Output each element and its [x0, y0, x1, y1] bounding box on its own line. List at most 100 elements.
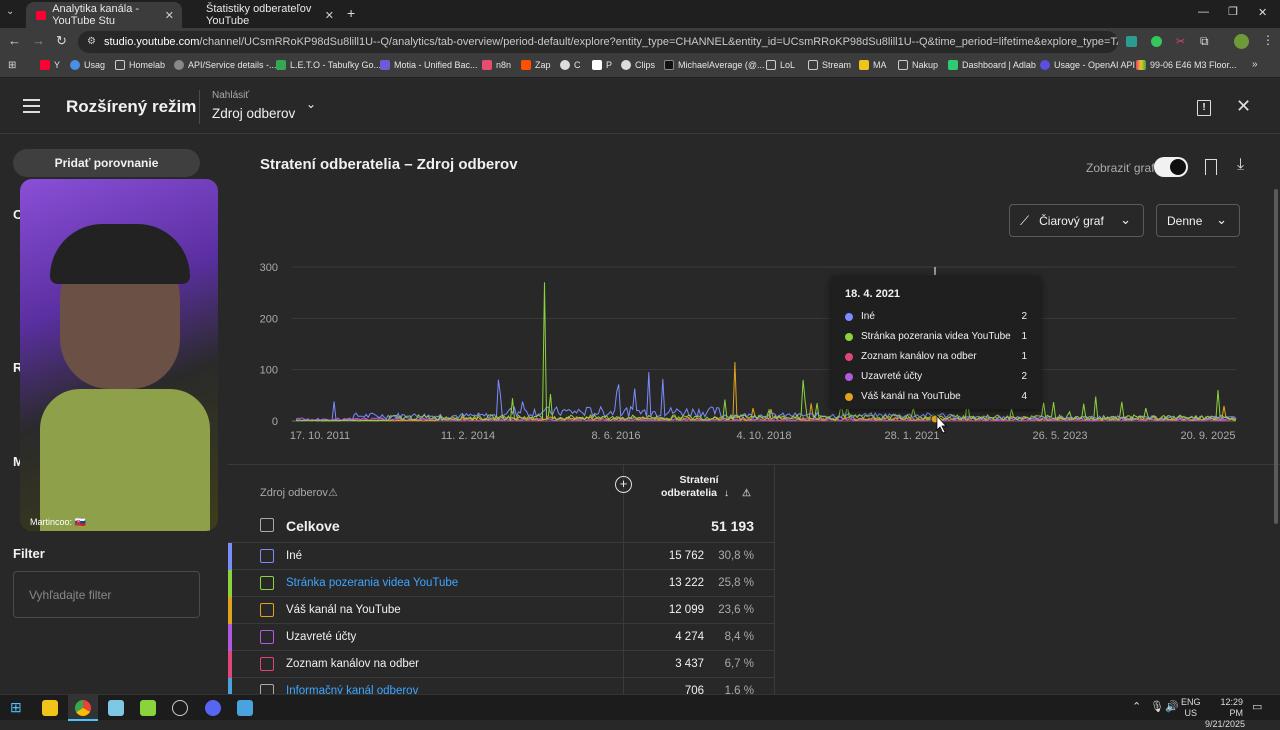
bookmark-item[interactable]: Y — [40, 60, 60, 70]
row-checkbox[interactable] — [260, 630, 274, 644]
chrome-taskbar-button[interactable] — [68, 695, 98, 721]
y-tick-label: 200 — [260, 313, 278, 325]
row-label-link[interactable]: Informačný kanál odberov — [286, 685, 419, 694]
calculator-icon[interactable] — [237, 700, 253, 716]
youtube-studio-icon — [36, 10, 47, 20]
reload-icon[interactable]: ↻ — [56, 33, 67, 48]
report-selector[interactable]: Nahlásiť Zdroj odberov ⌄ — [212, 90, 322, 124]
close-icon[interactable]: ✕ — [1236, 96, 1252, 116]
clips-icon — [621, 60, 631, 70]
extension-icon[interactable]: ✂ — [1176, 36, 1186, 48]
tab-analytics[interactable]: Analytika kanála - YouTube Stu ✕ — [26, 2, 182, 28]
line-chart-icon: ⟋ — [1020, 212, 1030, 228]
add-comparison-button[interactable]: Pridať porovnanie — [13, 149, 200, 177]
bookmark-item[interactable]: MA — [859, 60, 887, 70]
bookmark-item[interactable]: MichaelAverage (@... — [664, 60, 765, 70]
bookmark-item[interactable]: Stream — [808, 60, 851, 70]
bookmark-item[interactable]: n8n — [482, 60, 511, 70]
extension-icon[interactable] — [1126, 36, 1137, 47]
table-total-row[interactable]: Celkove 51 193 — [228, 510, 774, 543]
warning-icon: ⚠ — [328, 487, 338, 499]
scrollbar[interactable] — [1274, 189, 1278, 524]
row-checkbox[interactable] — [260, 549, 274, 563]
add-column-icon[interactable]: + — [615, 476, 632, 493]
dimension-header[interactable]: Zdroj odberov — [260, 487, 328, 499]
minimize-icon[interactable]: — — [1198, 6, 1209, 18]
windows-start-icon[interactable]: ⊞ — [10, 699, 22, 715]
period-dropdown[interactable]: Denne ⌄ — [1156, 204, 1240, 237]
tab-title: Analytika kanála - YouTube Stu — [52, 3, 140, 27]
tab-stats[interactable]: Štatistiky odberateľov YouTube ✕ — [196, 2, 342, 28]
app-icon[interactable] — [172, 700, 188, 716]
browser-menu-icon[interactable]: ⋮ — [1262, 33, 1274, 47]
app-icon[interactable] — [108, 700, 124, 716]
bookmark-item[interactable]: LoL — [766, 60, 795, 70]
close-tab-icon[interactable]: ✕ — [164, 9, 174, 22]
chart-type-dropdown[interactable]: ⟋ Čiarový graf ⌄ — [1009, 204, 1144, 237]
profile-avatar[interactable] — [1234, 34, 1249, 49]
filter-search-input[interactable]: Vyhľadajte filter — [13, 571, 200, 618]
table-row[interactable]: Stránka pozerania videa YouTube 13 222 2… — [228, 570, 774, 597]
table-row[interactable]: Váš kanál na YouTube 12 099 23,6 % — [228, 597, 774, 624]
tray-chevron-icon[interactable]: ⌃ — [1132, 701, 1142, 713]
table-row[interactable]: Zoznam kanálov na odber 3 437 6,7 % — [228, 651, 774, 678]
bookmark-item[interactable]: Nakup — [898, 60, 938, 70]
extension-icon[interactable] — [1151, 36, 1162, 47]
new-tab-icon[interactable]: + — [347, 5, 356, 21]
show-chart-toggle[interactable] — [1154, 157, 1188, 177]
bookmark-item[interactable]: P — [592, 60, 612, 70]
row-checkbox[interactable] — [260, 576, 274, 590]
back-icon[interactable]: ← — [8, 33, 21, 48]
close-tab-icon[interactable]: ✕ — [324, 9, 334, 22]
row-checkbox[interactable] — [260, 684, 274, 694]
bookmark-icon[interactable] — [1205, 159, 1217, 175]
microphone-icon[interactable]: 🎙 — [1150, 701, 1164, 713]
motia-icon — [380, 60, 390, 70]
table-row[interactable]: Informačný kanál odberov 706 1,6 % — [228, 678, 774, 694]
address-bar[interactable]: ⚙ studio.youtube.com/channel/UCsmRRoKP98… — [78, 31, 1118, 53]
language-indicator[interactable]: ENG US — [1181, 697, 1201, 718]
more-bookmarks-icon[interactable]: » — [1252, 59, 1258, 70]
webcam-headphones — [50, 224, 190, 284]
bookmark-item[interactable]: Dashboard | Adlab — [948, 60, 1036, 70]
row-label-link[interactable]: Stránka pozerania videa YouTube — [286, 577, 459, 589]
restore-icon[interactable]: ❐ — [1228, 6, 1238, 18]
metric-header[interactable]: Stratení odberatelia ↓ ⚠ — [660, 474, 751, 499]
webcam-shirt — [40, 389, 210, 531]
bookmark-item[interactable]: C — [560, 60, 581, 70]
file-explorer-icon[interactable] — [42, 700, 58, 716]
extensions-puzzle-icon[interactable]: ⧉ — [1200, 34, 1209, 48]
line-chart[interactable]: 300 200 100 0 17. 10. 2011 11. 2. 2014 8. 6. 2… — [228, 254, 1280, 454]
section-letter: R — [13, 360, 23, 375]
clock[interactable]: 12:29 PM 9/21/2025 — [1205, 697, 1246, 729]
tab-list-icon[interactable]: ⌄ — [6, 6, 15, 17]
bookmark-item[interactable]: Zap — [521, 60, 551, 70]
download-icon[interactable]: ⤓ — [1237, 156, 1245, 173]
bookmark-item[interactable]: L.E.T.O - Tabuľky Go... — [276, 60, 381, 70]
total-checkbox[interactable] — [260, 518, 274, 532]
bookmark-item[interactable]: Homelab — [115, 60, 165, 70]
bookmark-item[interactable]: 99-06 E46 M3 Floor... — [1136, 60, 1237, 70]
bookmark-item[interactable]: API/Service details -... — [174, 60, 277, 70]
notifications-icon[interactable]: ▭ — [1252, 701, 1263, 713]
row-checkbox[interactable] — [260, 657, 274, 671]
series-color-bar — [228, 570, 232, 597]
volume-icon[interactable]: 🔊 — [1165, 701, 1179, 713]
bookmark-item[interactable]: Clips — [621, 60, 655, 70]
hamburger-menu-icon[interactable] — [23, 99, 40, 113]
bookmark-item[interactable]: Motia - Unified Bac... — [380, 60, 478, 70]
discord-icon[interactable] — [205, 700, 221, 716]
table-row[interactable]: Iné 15 762 30,8 % — [228, 543, 774, 570]
folder-icon — [766, 60, 776, 70]
bookmark-item[interactable]: Usage - OpenAI API — [1040, 60, 1135, 70]
site-info-icon[interactable]: ⚙ — [87, 36, 96, 47]
apps-grid-icon[interactable]: ⊞ — [8, 60, 17, 71]
app-icon[interactable] — [140, 700, 156, 716]
table-row[interactable]: Uzavreté účty 4 274 8,4 % — [228, 624, 774, 651]
forward-icon[interactable]: → — [32, 33, 45, 48]
window-close-icon[interactable]: ✕ — [1258, 7, 1268, 19]
row-label: Zoznam kanálov na odber — [286, 658, 419, 670]
bookmark-item[interactable]: Usag — [70, 60, 105, 70]
feedback-icon[interactable]: ! — [1197, 100, 1211, 116]
row-checkbox[interactable] — [260, 603, 274, 617]
